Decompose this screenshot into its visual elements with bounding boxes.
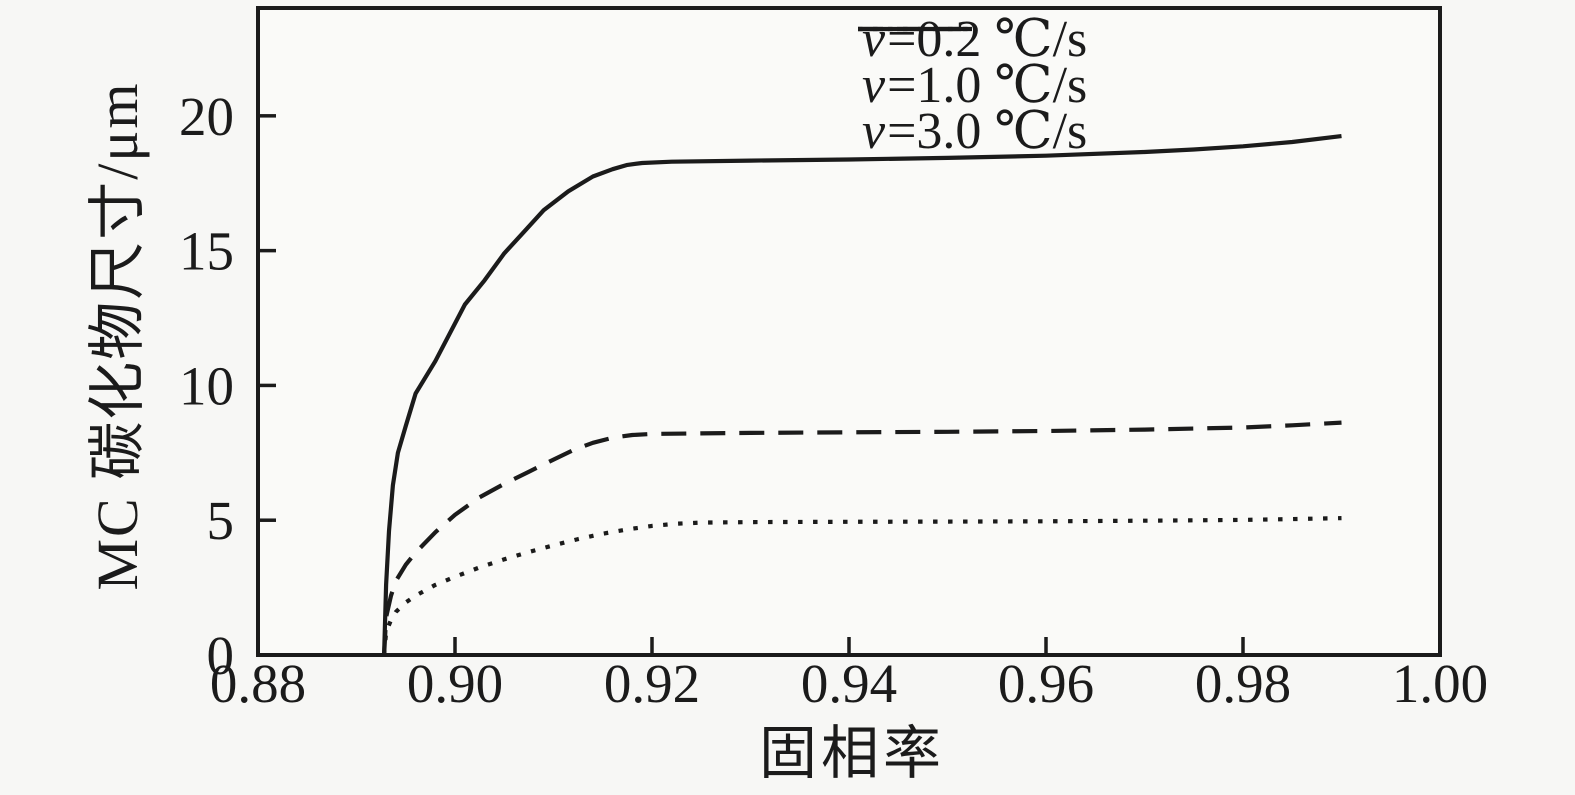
y-tick-label: 0 — [207, 625, 235, 686]
x-tick-label: 1.00 — [1392, 653, 1488, 714]
x-axis-title: 固相率 — [758, 721, 946, 786]
y-tick-label: 5 — [207, 490, 235, 551]
legend-variable: v — [862, 103, 886, 160]
x-tick-label: 0.94 — [801, 653, 897, 714]
series-curve-solid — [382, 134, 1342, 656]
x-tick-label: 0.92 — [604, 653, 700, 714]
y-tick-label: 20 — [179, 86, 234, 147]
x-tick-label: 0.90 — [407, 653, 503, 714]
legend: v=0.2 ℃/s v=1.0 ℃/s v=3.0 ℃/s — [856, 14, 1087, 158]
legend-marker-dotted-line — [858, 26, 972, 32]
x-tick-label: 0.98 — [1195, 653, 1291, 714]
legend-variable: v — [862, 57, 886, 114]
legend-item-v30: v=3.0 ℃/s — [856, 26, 1087, 158]
x-tick-label: 0.88 — [210, 653, 306, 714]
series-curve-dashed — [382, 420, 1342, 656]
y-tick-label: 10 — [179, 355, 234, 416]
plot-border — [256, 6, 1442, 657]
legend-value: =3.0 ℃/s — [887, 103, 1088, 160]
legend-label: v=3.0 ℃/s — [862, 106, 1087, 158]
legend-label: v=0.2 ℃/s — [862, 14, 1087, 66]
legend-label: v=1.0 ℃/s — [862, 60, 1087, 112]
y-tick-label: 15 — [179, 221, 234, 282]
legend-variable: v — [862, 11, 886, 68]
series-curve-dotted — [382, 516, 1342, 656]
legend-value: =0.2 ℃/s — [887, 11, 1088, 68]
legend-value: =1.0 ℃/s — [887, 57, 1088, 114]
y-axis-title: MC 碳化物尺寸/μm — [85, 81, 150, 591]
x-tick-label: 0.96 — [998, 653, 1094, 714]
